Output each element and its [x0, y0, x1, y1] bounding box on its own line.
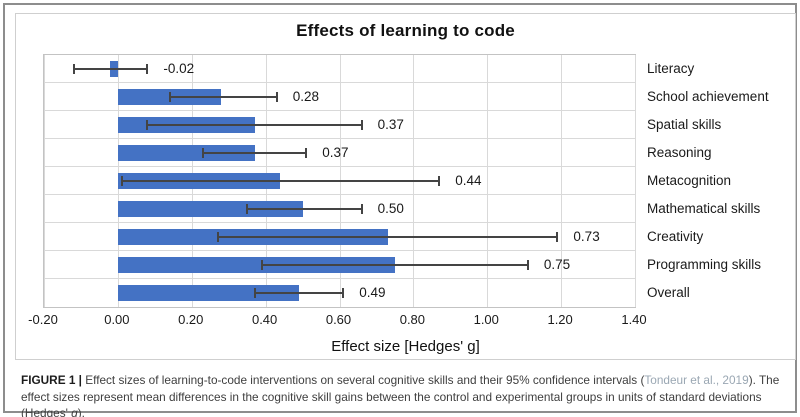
bar-row-metacognition: 0.44 — [44, 167, 635, 195]
error-bar-literacy — [73, 68, 148, 70]
value-label-reasoning: 0.37 — [322, 145, 349, 160]
error-bar-creativity — [217, 236, 558, 238]
value-label-overall: 0.49 — [359, 285, 386, 300]
error-cap-low-metacognition — [120, 176, 123, 186]
category-label-spatial-skills: Spatial skills — [647, 116, 722, 132]
bar-row-overall: 0.49 — [44, 279, 635, 307]
error-cap-low-overall — [253, 288, 256, 298]
bar-programming-skills — [117, 257, 395, 273]
bar-row-school-achievement: 0.28 — [44, 83, 635, 111]
x-tick-label: 1.00 — [473, 312, 499, 327]
error-bar-overall — [254, 292, 344, 294]
error-cap-high-mathematical-skills — [360, 204, 363, 214]
error-cap-low-programming-skills — [260, 260, 263, 270]
chart-panel: Effects of learning to code -0.02 0.28 0.3… — [15, 13, 796, 360]
error-cap-high-spatial-skills — [360, 120, 363, 130]
x-tick-label: 0.60 — [325, 312, 352, 327]
category-label-creativity: Creativity — [647, 228, 704, 244]
value-label-spatial-skills: 0.37 — [377, 117, 404, 132]
chart-title: Effects of learning to code — [296, 21, 515, 40]
category-label-metacognition: Metacognition — [647, 172, 732, 188]
error-cap-low-mathematical-skills — [246, 204, 249, 214]
caption-figure-label: FIGURE 1 | — [21, 373, 82, 387]
value-label-school-achievement: 0.28 — [292, 89, 319, 104]
caption-italic-g: g — [71, 406, 78, 417]
value-label-creativity: 0.73 — [573, 229, 600, 244]
gridline — [635, 55, 636, 307]
x-tick-label: 1.20 — [547, 312, 573, 327]
error-bar-metacognition — [121, 180, 440, 182]
caption-citation-link[interactable]: Tondeur et al., 2019 — [644, 373, 749, 387]
category-label-school-achievement: School achievement — [647, 88, 769, 104]
figure-outer-border: Effects of learning to code -0.02 0.28 0.3… — [3, 3, 797, 417]
x-tick-label: 0.40 — [251, 312, 278, 327]
category-label-mathematical-skills: Mathematical skills — [647, 200, 761, 216]
error-bar-reasoning — [202, 152, 307, 154]
gridline — [487, 55, 489, 307]
error-cap-high-overall — [342, 288, 345, 298]
error-bar-programming-skills — [261, 264, 528, 266]
x-tick-label: 0.80 — [399, 312, 426, 327]
category-label-literacy: Literacy — [647, 60, 695, 76]
error-cap-low-literacy — [72, 64, 75, 74]
error-cap-low-school-achievement — [168, 92, 171, 102]
x-axis-ticks: -0.20 0.00 0.20 0.40 0.60 0.80 1.00 1.20 1.40 — [28, 312, 646, 330]
error-cap-high-creativity — [556, 232, 559, 242]
x-tick-label: 0.00 — [104, 312, 130, 327]
bar-row-literacy: -0.02 — [44, 55, 635, 83]
error-bar-spatial-skills — [147, 124, 362, 126]
error-cap-high-reasoning — [305, 148, 308, 158]
error-cap-low-reasoning — [201, 148, 204, 158]
value-label-programming-skills: 0.75 — [543, 257, 571, 272]
error-cap-low-creativity — [216, 232, 219, 242]
bar-reasoning — [117, 145, 255, 161]
bar-row-spatial-skills: 0.37 — [44, 111, 635, 139]
gridline — [44, 55, 45, 307]
category-label-reasoning: Reasoning — [647, 144, 712, 160]
error-cap-high-school-achievement — [275, 92, 278, 102]
value-label-mathematical-skills: 0.50 — [377, 201, 404, 216]
error-cap-high-metacognition — [438, 176, 441, 186]
category-label-overall: Overall — [647, 284, 690, 300]
x-axis-title: Effect size [Hedges' g] — [331, 338, 480, 355]
category-label-programming-skills: Programming skills — [647, 256, 762, 272]
error-bar-mathematical-skills — [247, 208, 362, 210]
caption-text-1: Effect sizes of learning-to-code interve… — [81, 373, 645, 387]
figure-caption: FIGURE 1 | Effect sizes of learning-to-c… — [21, 372, 787, 417]
x-tick-label: -0.20 — [28, 312, 58, 327]
error-cap-high-literacy — [146, 64, 149, 74]
bar-row-creativity: 0.73 — [44, 223, 635, 251]
error-bar-school-achievement — [169, 96, 277, 98]
category-labels: Literacy School achievement Spatial skills… — [647, 54, 792, 308]
value-label-literacy: -0.02 — [163, 61, 195, 76]
caption-text-2: ). The effect sizes represent mean diffe… — [21, 373, 780, 417]
x-tick-label: 0.20 — [178, 312, 204, 327]
bar-row-mathematical-skills: 0.50 — [44, 195, 635, 223]
error-cap-low-spatial-skills — [146, 120, 149, 130]
caption-text-3: ). — [77, 406, 85, 417]
x-tick-label: 1.40 — [621, 312, 647, 327]
error-cap-high-programming-skills — [526, 260, 529, 270]
bar-row-programming-skills: 0.75 — [44, 251, 635, 279]
value-label-metacognition: 0.44 — [455, 173, 482, 188]
gridline — [561, 55, 563, 307]
plot-area: -0.02 0.28 0.37 0.37 0.44 0.50 0.73 0.75 0.49 — [43, 54, 636, 308]
bar-mathematical-skills — [117, 201, 303, 217]
bar-row-reasoning: 0.37 — [44, 139, 635, 167]
